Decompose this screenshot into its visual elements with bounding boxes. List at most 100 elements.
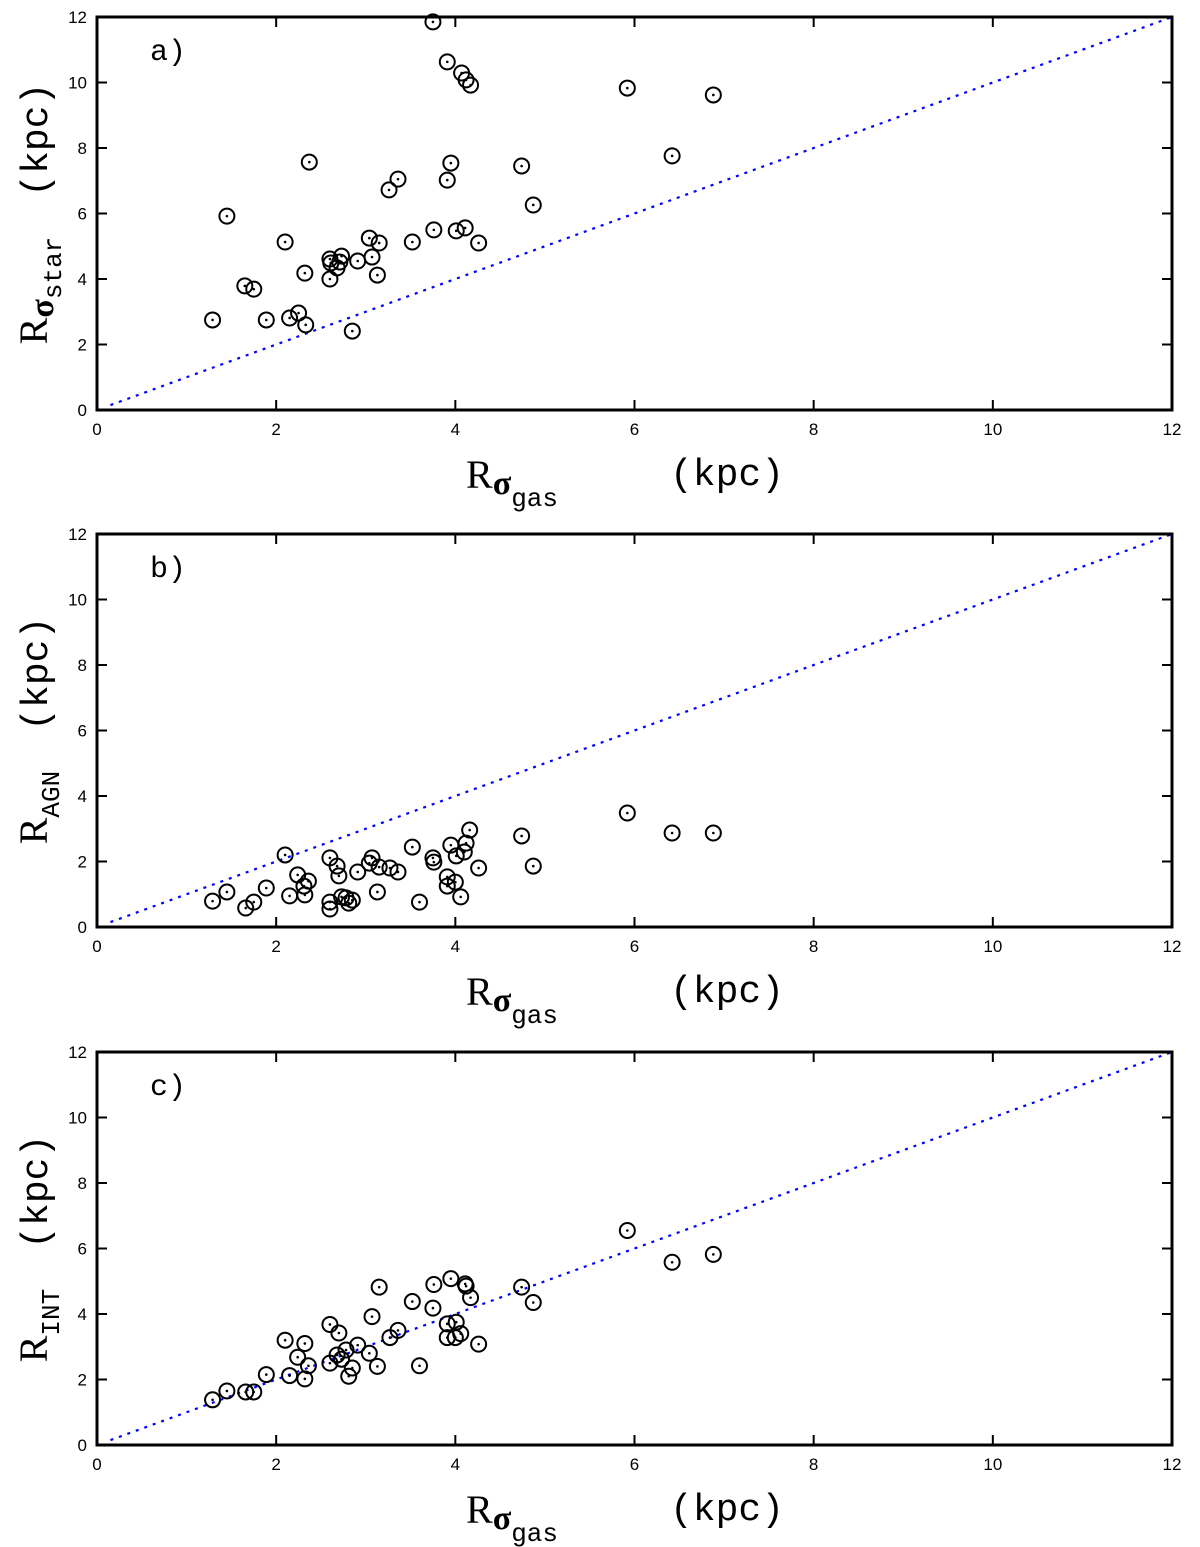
y-label-unit: (kpc) xyxy=(16,617,59,731)
data-point xyxy=(447,222,465,240)
marker-dot xyxy=(626,86,629,90)
marker-dot xyxy=(463,226,467,230)
marker-ring xyxy=(457,1277,475,1295)
marker-dot xyxy=(356,1343,359,1347)
marker-ring xyxy=(381,859,399,877)
data-point xyxy=(457,1277,475,1295)
x-label-symbol: σ xyxy=(493,1500,512,1537)
marker-dot xyxy=(520,834,523,838)
marker-ring xyxy=(411,893,428,911)
data-point xyxy=(236,277,254,295)
panel-label: c) xyxy=(150,1071,186,1105)
x-tick-label: 0 xyxy=(92,420,101,439)
marker-dot xyxy=(328,856,332,860)
marker-ring xyxy=(462,1289,480,1307)
data-point xyxy=(363,1308,381,1326)
marker-dot xyxy=(338,260,342,264)
marker-dot xyxy=(370,255,374,259)
x-tick-label: 8 xyxy=(809,1455,818,1474)
marker-dot xyxy=(388,1336,392,1339)
marker-dot xyxy=(288,316,291,320)
marker-dot xyxy=(477,866,480,870)
data-point xyxy=(349,252,367,270)
data-point xyxy=(456,219,474,237)
panel-label: b) xyxy=(150,553,186,587)
marker-dot xyxy=(670,1260,674,1264)
data-point xyxy=(204,1391,222,1409)
marker-ring xyxy=(276,233,294,251)
data-point xyxy=(218,207,236,225)
x-tick-label: 6 xyxy=(630,937,639,956)
marker-dot xyxy=(712,93,715,97)
data-point xyxy=(524,857,542,875)
marker-ring xyxy=(281,309,299,327)
data-point xyxy=(438,171,456,189)
marker-ring xyxy=(618,79,636,97)
marker-dot xyxy=(211,318,214,322)
marker-dot xyxy=(411,845,414,849)
marker-ring xyxy=(403,233,421,251)
marker-ring xyxy=(457,834,475,852)
marker-ring xyxy=(349,863,367,881)
data-point xyxy=(425,221,443,239)
data-point xyxy=(513,1278,531,1296)
x-tick-label: 4 xyxy=(451,937,460,956)
marker-dot xyxy=(431,20,435,24)
marker-ring xyxy=(455,843,473,861)
x-label-symbol: σ xyxy=(493,982,512,1019)
marker-dot xyxy=(531,864,535,868)
x-tick-label: 6 xyxy=(630,420,639,439)
panel-label: a) xyxy=(150,36,186,70)
marker-dot xyxy=(411,1300,414,1303)
data-point xyxy=(360,1344,378,1362)
marker-dot xyxy=(370,1315,374,1318)
marker-dot xyxy=(347,901,351,905)
data-point xyxy=(281,1367,299,1385)
data-point xyxy=(328,857,346,875)
marker-ring xyxy=(424,1299,442,1317)
marker-dot xyxy=(283,240,287,244)
data-point xyxy=(470,234,488,252)
data-point xyxy=(442,154,460,172)
data-point xyxy=(370,1278,388,1296)
y-tick-label: 12 xyxy=(68,8,87,27)
marker-ring xyxy=(333,1350,351,1368)
data-point xyxy=(218,1382,236,1400)
marker-dot xyxy=(454,1320,458,1324)
marker-dot xyxy=(328,277,332,281)
y-tick-label: 0 xyxy=(78,401,87,420)
y-tick-label: 4 xyxy=(78,1305,87,1324)
y-tick-label: 2 xyxy=(78,853,87,872)
x-tick-label: 10 xyxy=(983,1455,1002,1474)
data-point xyxy=(425,853,443,871)
marker-dot xyxy=(411,240,414,244)
marker-dot xyxy=(464,1284,468,1288)
y-tick-label: 8 xyxy=(78,1174,87,1193)
data-point xyxy=(462,1289,480,1307)
marker-dot xyxy=(376,890,379,894)
y-axis-label: RINT (kpc) xyxy=(11,1135,67,1363)
y-label-symbol: σ xyxy=(24,299,61,318)
marker-ring xyxy=(360,854,378,872)
data-point xyxy=(524,1294,542,1312)
marker-ring xyxy=(321,900,339,918)
data-point xyxy=(343,891,361,909)
data-point xyxy=(204,311,222,329)
marker-ring xyxy=(462,76,480,94)
marker-ring xyxy=(513,827,531,845)
data-point xyxy=(513,827,531,845)
marker-ring xyxy=(380,181,398,199)
marker-dot xyxy=(307,1364,310,1368)
marker-ring xyxy=(370,1278,388,1296)
data-point xyxy=(389,170,407,188)
marker-dot xyxy=(531,203,535,207)
marker-ring xyxy=(704,86,722,104)
marker-ring xyxy=(446,1329,464,1347)
marker-ring xyxy=(457,71,475,89)
y-axis-label: Rσstar (kpc) xyxy=(11,83,69,345)
marker-ring xyxy=(281,887,299,905)
data-point xyxy=(257,311,275,329)
data-point xyxy=(300,153,318,171)
